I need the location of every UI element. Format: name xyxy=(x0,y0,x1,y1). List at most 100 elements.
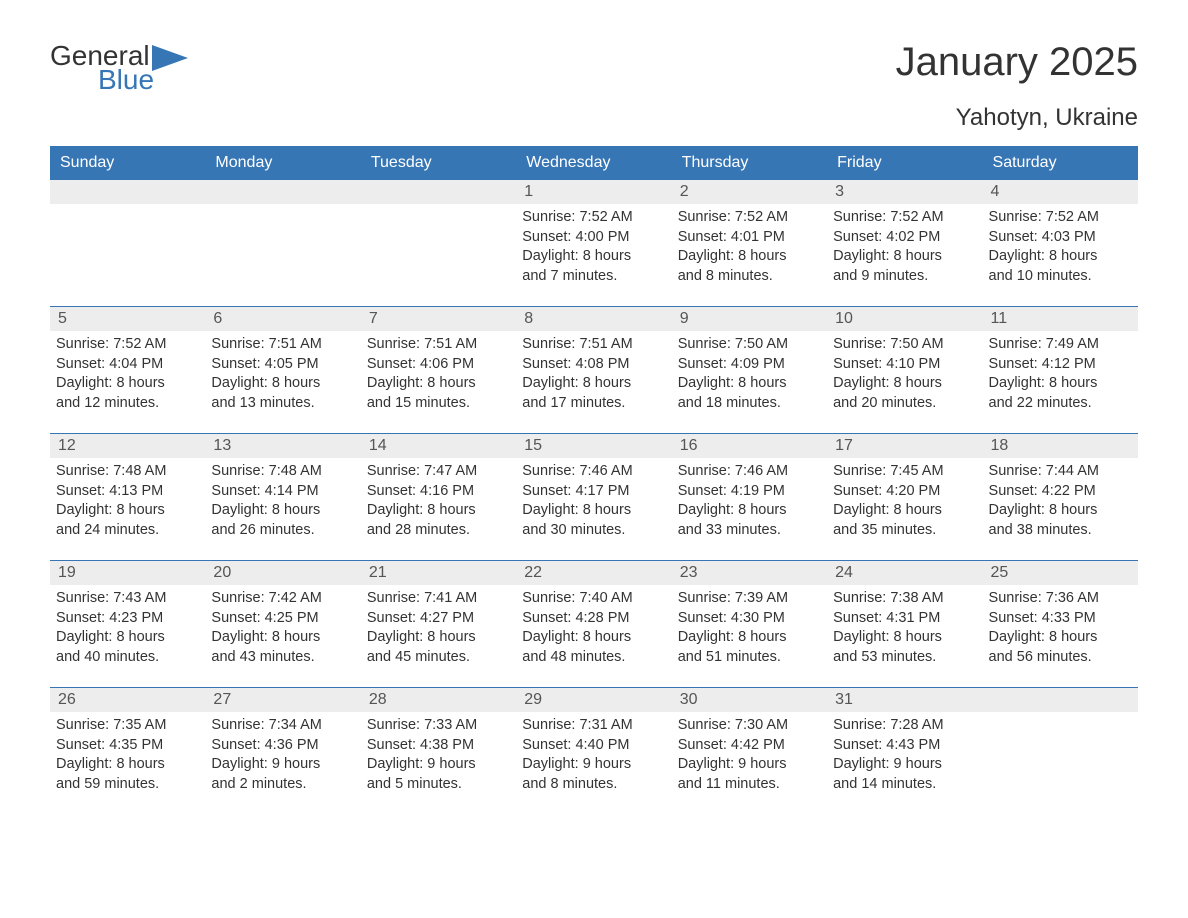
day-content: Sunrise: 7:43 AMSunset: 4:23 PMDaylight:… xyxy=(50,585,205,677)
day-content: Sunrise: 7:41 AMSunset: 4:27 PMDaylight:… xyxy=(361,585,516,677)
day-number: 28 xyxy=(361,688,516,712)
daylight-line-1: Daylight: 8 hours xyxy=(522,628,665,648)
day-cell: 16Sunrise: 7:46 AMSunset: 4:19 PMDayligh… xyxy=(672,434,827,560)
day-content: Sunrise: 7:51 AMSunset: 4:06 PMDaylight:… xyxy=(361,331,516,423)
sunset-line: Sunset: 4:03 PM xyxy=(989,228,1132,248)
daylight-line-2: and 14 minutes. xyxy=(833,775,976,795)
sunset-line: Sunset: 4:28 PM xyxy=(522,609,665,629)
daylight-line-2: and 17 minutes. xyxy=(522,394,665,414)
sunset-line: Sunset: 4:04 PM xyxy=(56,355,199,375)
day-cell: 18Sunrise: 7:44 AMSunset: 4:22 PMDayligh… xyxy=(983,434,1138,560)
day-number: 8 xyxy=(516,307,671,331)
sunrise-line: Sunrise: 7:30 AM xyxy=(678,716,821,736)
sunrise-line: Sunrise: 7:33 AM xyxy=(367,716,510,736)
day-cell: 17Sunrise: 7:45 AMSunset: 4:20 PMDayligh… xyxy=(827,434,982,560)
day-content: Sunrise: 7:52 AMSunset: 4:01 PMDaylight:… xyxy=(672,204,827,296)
sunrise-line: Sunrise: 7:44 AM xyxy=(989,462,1132,482)
daylight-line-2: and 12 minutes. xyxy=(56,394,199,414)
daylight-line-1: Daylight: 8 hours xyxy=(989,628,1132,648)
sunset-line: Sunset: 4:20 PM xyxy=(833,482,976,502)
logo-text-block: General Blue xyxy=(50,40,188,96)
sunrise-line: Sunrise: 7:48 AM xyxy=(211,462,354,482)
week-row: 5Sunrise: 7:52 AMSunset: 4:04 PMDaylight… xyxy=(50,306,1138,433)
daylight-line-1: Daylight: 8 hours xyxy=(833,374,976,394)
day-number: 30 xyxy=(672,688,827,712)
day-content: Sunrise: 7:50 AMSunset: 4:10 PMDaylight:… xyxy=(827,331,982,423)
daylight-line-2: and 20 minutes. xyxy=(833,394,976,414)
daylight-line-2: and 40 minutes. xyxy=(56,648,199,668)
day-number: 16 xyxy=(672,434,827,458)
sunset-line: Sunset: 4:23 PM xyxy=(56,609,199,629)
sunrise-line: Sunrise: 7:39 AM xyxy=(678,589,821,609)
sunrise-line: Sunrise: 7:40 AM xyxy=(522,589,665,609)
daylight-line-1: Daylight: 8 hours xyxy=(56,374,199,394)
day-cell xyxy=(205,180,360,306)
day-cell: 24Sunrise: 7:38 AMSunset: 4:31 PMDayligh… xyxy=(827,561,982,687)
sunrise-line: Sunrise: 7:52 AM xyxy=(678,208,821,228)
daylight-line-1: Daylight: 8 hours xyxy=(211,501,354,521)
weekday-header-row: Sunday Monday Tuesday Wednesday Thursday… xyxy=(50,146,1138,180)
day-number: 25 xyxy=(983,561,1138,585)
day-number: 27 xyxy=(205,688,360,712)
sunset-line: Sunset: 4:17 PM xyxy=(522,482,665,502)
day-content: Sunrise: 7:38 AMSunset: 4:31 PMDaylight:… xyxy=(827,585,982,677)
day-cell: 19Sunrise: 7:43 AMSunset: 4:23 PMDayligh… xyxy=(50,561,205,687)
daylight-line-2: and 38 minutes. xyxy=(989,521,1132,541)
day-number: 26 xyxy=(50,688,205,712)
day-number: 9 xyxy=(672,307,827,331)
day-content: Sunrise: 7:30 AMSunset: 4:42 PMDaylight:… xyxy=(672,712,827,804)
day-number: 17 xyxy=(827,434,982,458)
day-number: 12 xyxy=(50,434,205,458)
daylight-line-1: Daylight: 8 hours xyxy=(833,628,976,648)
daylight-line-1: Daylight: 8 hours xyxy=(56,501,199,521)
sunrise-line: Sunrise: 7:34 AM xyxy=(211,716,354,736)
daylight-line-1: Daylight: 8 hours xyxy=(56,628,199,648)
day-cell: 8Sunrise: 7:51 AMSunset: 4:08 PMDaylight… xyxy=(516,307,671,433)
day-cell: 25Sunrise: 7:36 AMSunset: 4:33 PMDayligh… xyxy=(983,561,1138,687)
day-number: 21 xyxy=(361,561,516,585)
day-cell: 5Sunrise: 7:52 AMSunset: 4:04 PMDaylight… xyxy=(50,307,205,433)
sunset-line: Sunset: 4:36 PM xyxy=(211,736,354,756)
day-cell: 6Sunrise: 7:51 AMSunset: 4:05 PMDaylight… xyxy=(205,307,360,433)
weekday-sunday: Sunday xyxy=(50,146,205,180)
day-number: 19 xyxy=(50,561,205,585)
day-cell: 9Sunrise: 7:50 AMSunset: 4:09 PMDaylight… xyxy=(672,307,827,433)
daylight-line-1: Daylight: 8 hours xyxy=(367,374,510,394)
day-cell: 22Sunrise: 7:40 AMSunset: 4:28 PMDayligh… xyxy=(516,561,671,687)
day-cell: 12Sunrise: 7:48 AMSunset: 4:13 PMDayligh… xyxy=(50,434,205,560)
day-number xyxy=(205,180,360,204)
day-number: 15 xyxy=(516,434,671,458)
location-label: Yahotyn, Ukraine xyxy=(50,104,1138,132)
sunset-line: Sunset: 4:27 PM xyxy=(367,609,510,629)
daylight-line-1: Daylight: 8 hours xyxy=(989,247,1132,267)
daylight-line-2: and 22 minutes. xyxy=(989,394,1132,414)
daylight-line-2: and 10 minutes. xyxy=(989,267,1132,287)
sunset-line: Sunset: 4:10 PM xyxy=(833,355,976,375)
day-number: 29 xyxy=(516,688,671,712)
daylight-line-1: Daylight: 9 hours xyxy=(833,755,976,775)
daylight-line-2: and 26 minutes. xyxy=(211,521,354,541)
sunrise-line: Sunrise: 7:41 AM xyxy=(367,589,510,609)
sunrise-line: Sunrise: 7:31 AM xyxy=(522,716,665,736)
daylight-line-2: and 53 minutes. xyxy=(833,648,976,668)
day-number: 22 xyxy=(516,561,671,585)
sunrise-line: Sunrise: 7:42 AM xyxy=(211,589,354,609)
day-number: 13 xyxy=(205,434,360,458)
daylight-line-1: Daylight: 9 hours xyxy=(678,755,821,775)
day-number: 18 xyxy=(983,434,1138,458)
daylight-line-1: Daylight: 8 hours xyxy=(678,247,821,267)
daylight-line-2: and 30 minutes. xyxy=(522,521,665,541)
weekday-monday: Monday xyxy=(205,146,360,180)
daylight-line-1: Daylight: 8 hours xyxy=(678,501,821,521)
day-content: Sunrise: 7:52 AMSunset: 4:00 PMDaylight:… xyxy=(516,204,671,296)
day-cell: 13Sunrise: 7:48 AMSunset: 4:14 PMDayligh… xyxy=(205,434,360,560)
page-title: January 2025 xyxy=(896,40,1138,85)
daylight-line-1: Daylight: 8 hours xyxy=(211,628,354,648)
day-content: Sunrise: 7:40 AMSunset: 4:28 PMDaylight:… xyxy=(516,585,671,677)
day-cell: 29Sunrise: 7:31 AMSunset: 4:40 PMDayligh… xyxy=(516,688,671,814)
day-number: 2 xyxy=(672,180,827,204)
daylight-line-2: and 9 minutes. xyxy=(833,267,976,287)
day-content: Sunrise: 7:52 AMSunset: 4:02 PMDaylight:… xyxy=(827,204,982,296)
sunrise-line: Sunrise: 7:47 AM xyxy=(367,462,510,482)
daylight-line-1: Daylight: 8 hours xyxy=(211,374,354,394)
